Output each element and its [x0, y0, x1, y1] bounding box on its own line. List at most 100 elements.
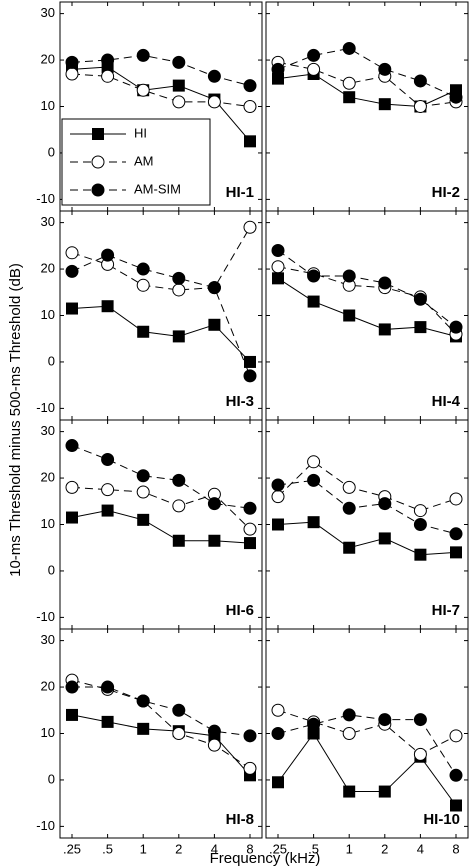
legend-label: AM: [134, 153, 154, 168]
marker: [101, 680, 115, 694]
marker: [449, 320, 463, 334]
panel-frame: [265, 628, 469, 839]
marker: [343, 785, 356, 798]
marker: [207, 95, 221, 109]
marker: [378, 276, 392, 290]
x-tick-label: 8: [246, 841, 253, 856]
x-tick-label: 4: [211, 841, 218, 856]
marker: [272, 272, 284, 285]
series-line: [71, 305, 251, 363]
marker: [172, 703, 186, 717]
marker: [271, 727, 285, 740]
series-line: [277, 61, 457, 108]
x-tick-label: 8: [452, 841, 459, 856]
marker: [414, 548, 427, 561]
panel-title: HI-8: [226, 811, 254, 828]
series-line: [71, 445, 251, 509]
marker: [172, 534, 185, 547]
marker: [65, 680, 79, 694]
marker: [307, 516, 320, 529]
marker: [413, 292, 427, 306]
series-line: [277, 521, 457, 556]
marker: [137, 513, 150, 526]
marker: [378, 323, 391, 336]
marker: [342, 76, 356, 90]
series-line: [277, 479, 457, 535]
marker: [243, 761, 257, 775]
marker: [136, 485, 150, 499]
marker: [101, 61, 114, 74]
marker: [137, 722, 150, 735]
marker: [271, 62, 285, 76]
marker: [172, 727, 186, 740]
marker: [307, 295, 320, 308]
y-axis-label: 10-ms Threshold minus 500-ms Threshold (…: [7, 263, 24, 577]
marker: [449, 527, 463, 541]
series-line: [277, 266, 457, 335]
marker: [207, 738, 221, 752]
marker: [136, 262, 150, 276]
panel-title: HI-6: [226, 602, 254, 619]
panel: -10 0 10 20 30 HI-3: [36, 210, 263, 421]
marker: [66, 708, 78, 721]
marker: [101, 300, 114, 313]
y-tick-label: 30: [41, 632, 55, 647]
y-tick-label: -10: [36, 609, 55, 624]
panel-title: HI-4: [432, 393, 461, 410]
marker: [172, 473, 186, 487]
marker: [271, 490, 285, 504]
x-tick-label: 4: [417, 841, 424, 856]
marker: [91, 155, 105, 169]
marker: [413, 713, 427, 727]
x-tick-label: 2: [381, 841, 388, 856]
marker: [414, 321, 427, 334]
marker: [92, 128, 104, 140]
series-line: [71, 227, 251, 291]
y-tick-label: 0: [48, 562, 55, 577]
marker: [272, 72, 284, 85]
marker: [378, 713, 392, 727]
series-line: [71, 510, 251, 544]
marker: [101, 452, 115, 466]
panel: -10 0 10 20 30 HI-1 HI AM AM-SIM: [36, 1, 263, 212]
marker: [307, 48, 321, 62]
marker: [378, 785, 391, 798]
series-line: [71, 73, 251, 107]
y-tick-label: -10: [36, 191, 55, 206]
marker: [413, 74, 427, 88]
marker: [449, 90, 463, 104]
marker: [65, 67, 79, 81]
panel-title: HI-10: [423, 811, 460, 828]
marker: [136, 278, 150, 292]
marker: [243, 522, 257, 536]
marker: [66, 302, 78, 315]
marker: [65, 439, 79, 453]
marker: [378, 497, 392, 511]
y-tick-label: -10: [36, 400, 55, 415]
marker: [65, 55, 79, 69]
marker: [413, 747, 427, 761]
marker: [65, 264, 79, 278]
marker: [449, 729, 463, 743]
marker: [342, 501, 356, 515]
x-tick-label: .5: [308, 841, 319, 856]
marker: [243, 100, 257, 113]
series-line: [277, 277, 457, 337]
y-tick-label: 20: [41, 678, 55, 693]
panel: HI-4: [265, 210, 469, 421]
marker: [101, 504, 114, 517]
series-line: [71, 714, 251, 776]
marker: [244, 135, 256, 148]
marker: [172, 79, 185, 92]
marker: [208, 318, 221, 331]
panel-title: HI-1: [226, 184, 254, 201]
panel: -10 0 10 20 30 HI-6: [36, 419, 263, 630]
marker: [91, 183, 105, 197]
marker: [172, 283, 186, 297]
panel-frame: [59, 419, 263, 630]
panel-frame: [265, 1, 469, 212]
marker: [307, 455, 321, 469]
marker: [136, 48, 150, 62]
marker: [207, 497, 221, 511]
